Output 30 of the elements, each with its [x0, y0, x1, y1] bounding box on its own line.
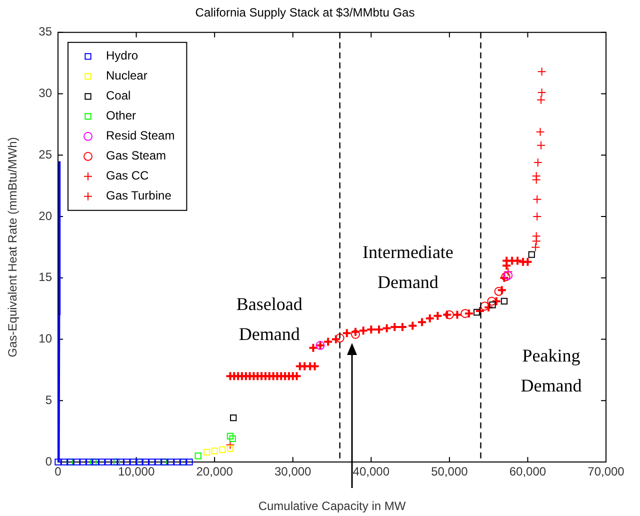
x-tick-label: 50,000 [431, 464, 468, 479]
y-tick-label: 25 [38, 147, 52, 162]
x-tick-label: 20,000 [196, 464, 234, 479]
y-tick-label: 20 [38, 208, 52, 223]
legend-label: Gas CC [106, 168, 150, 183]
x-tick-label: 10,000 [118, 464, 155, 479]
y-tick-label: 5 [45, 392, 52, 407]
legend-label: Hydro [106, 48, 138, 63]
x-tick-label: 60,000 [509, 464, 546, 479]
annotation: Peaking Demand [520, 345, 582, 396]
x-tick-label: 0 [54, 464, 62, 479]
legend-label: Nuclear [106, 68, 148, 83]
x-tick-label: 30,000 [274, 464, 312, 479]
x-tick-label: 40,000 [352, 464, 390, 479]
annotation: Intermediate Demand [362, 242, 454, 292]
legend-label: Gas Steam [106, 148, 166, 163]
y-tick-label: 10 [38, 332, 52, 346]
chart-title: California Supply Stack at $3/MMbtu Gas [195, 6, 415, 20]
y-axis-title: Gas-Equivalent Heat Rate (mmBtu/MWh) [6, 137, 20, 358]
y-tick-label: 15 [38, 270, 52, 284]
y-tick-label: 30 [38, 86, 52, 100]
x-axis-title: Cumulative Capacity in MW [258, 499, 406, 514]
y-tick-label: 0 [45, 454, 52, 468]
y-tick-label: 35 [38, 24, 52, 39]
legend-label: Gas Turbine [106, 188, 172, 203]
legend-label: Coal [106, 88, 131, 103]
x-tick-label: 70,000 [588, 464, 625, 479]
legend-label: Resid Steam [106, 128, 175, 143]
legend-label: Other [106, 108, 136, 123]
annotation: Baseload Demand [236, 294, 302, 344]
